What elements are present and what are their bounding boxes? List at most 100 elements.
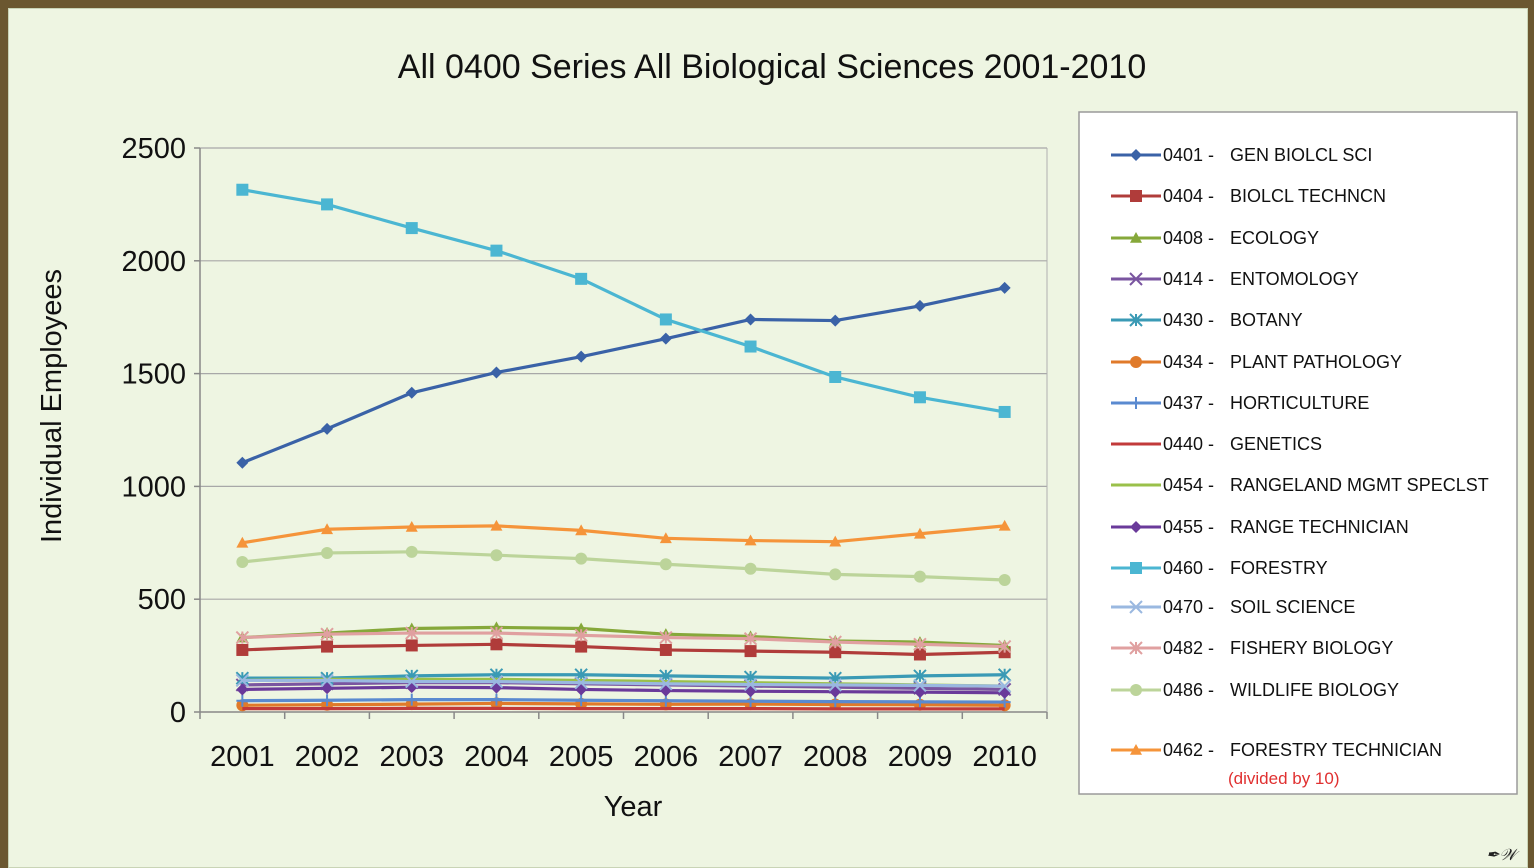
data-point <box>236 536 249 548</box>
series-line <box>242 625 1005 648</box>
y-axis-label: Individual Employees <box>36 269 68 543</box>
data-point <box>997 639 1012 654</box>
legend-marker <box>1130 684 1142 696</box>
data-point <box>235 673 250 688</box>
data-point <box>405 674 419 689</box>
data-point <box>913 669 927 683</box>
data-point <box>575 640 588 653</box>
data-point <box>744 562 757 575</box>
data-point <box>998 519 1011 531</box>
series-0470 <box>235 673 1012 693</box>
data-point <box>236 643 249 656</box>
legend-label: RANGE TECHNICIAN <box>1230 517 1409 537</box>
data-point <box>321 523 334 535</box>
legend-code: 0482 - <box>1163 638 1214 658</box>
y-tick-label: 2500 <box>121 133 186 165</box>
data-point <box>575 350 588 363</box>
series-line <box>242 550 1005 582</box>
data-point <box>405 693 418 706</box>
series-0401 <box>236 281 1011 469</box>
y-tick-label: 1500 <box>121 359 186 391</box>
legend-label: FORESTRY TECHNICIAN <box>1230 740 1442 760</box>
grid <box>200 147 1047 600</box>
data-point <box>997 679 1012 693</box>
data-point <box>405 639 418 652</box>
series-line <box>242 631 1005 649</box>
legend-entries: 0401 - GEN BIOLCL SCI 0404 - BIOLCL TECHNCN… <box>1111 145 1489 788</box>
legend <box>1078 111 1518 795</box>
legend-code: 0440 - <box>1163 434 1214 454</box>
legend-code: 0486 - <box>1163 680 1214 700</box>
legend-item: 0454 - RANGELAND MGMT SPECLST <box>1111 475 1489 495</box>
artist-signature: ✒𝒲 <box>1486 845 1520 864</box>
data-point <box>744 313 757 326</box>
legend-code: 0437 - <box>1163 393 1214 413</box>
series-0486 <box>236 545 1011 587</box>
data-point <box>235 630 250 645</box>
series-line <box>241 286 1005 465</box>
legend-code: 0434 - <box>1163 352 1214 372</box>
x-tick-label: 2006 <box>634 741 699 773</box>
legend-code: 0455 - <box>1163 517 1214 537</box>
data-point <box>320 673 334 688</box>
data-point <box>913 648 926 661</box>
data-point <box>913 678 927 693</box>
data-point <box>659 532 672 544</box>
x-tick-label: 2010 <box>972 741 1037 773</box>
x-tick-label: 2007 <box>718 741 783 773</box>
data-point <box>321 546 334 559</box>
data-point <box>743 631 758 646</box>
legend-code: 0462 - <box>1163 740 1214 760</box>
data-point <box>489 626 504 640</box>
series-line <box>242 524 1005 545</box>
data-point <box>490 549 503 562</box>
legend-label: ENTOMOLOGY <box>1230 269 1359 289</box>
legend-item: 0440 - GENETICS <box>1111 434 1322 454</box>
series-0482 <box>235 626 1012 654</box>
data-point <box>405 521 418 532</box>
series-line <box>242 697 1005 704</box>
data-point <box>236 555 249 568</box>
data-point <box>829 568 842 581</box>
data-point <box>489 674 504 689</box>
legend-marker <box>1130 232 1142 243</box>
data-point <box>998 405 1011 418</box>
data-point <box>744 534 757 546</box>
legend-item: 0455 - RANGE TECHNICIAN <box>1111 517 1409 537</box>
legend-item: 0460 - FORESTRY <box>1111 558 1328 578</box>
legend-item: 0462 - FORESTRY TECHNICIAN (divided by 10) <box>1111 740 1442 788</box>
legend-label: BIOLCL TECHNCN <box>1230 186 1386 206</box>
legend-label: FISHERY BIOLOGY <box>1230 638 1393 658</box>
data-point <box>997 668 1012 682</box>
legend-item: 0486 - WILDLIFE BIOLOGY <box>1111 680 1399 700</box>
x-tick-label: 2008 <box>803 741 868 773</box>
series-line <box>242 673 1005 680</box>
axes: 0 500 1000 1500 2000 2500 2001 2002 2003 2004 2005… <box>121 133 1048 773</box>
data-point <box>405 626 419 640</box>
legend-marker <box>1129 641 1143 655</box>
legend-marker <box>1129 313 1143 327</box>
chart: All 0400 Series All Biological Sciences … <box>36 48 1520 864</box>
legend-label: HORTICULTURE <box>1230 393 1369 413</box>
x-tick-label: 2005 <box>549 741 614 773</box>
data-point <box>998 281 1011 294</box>
data-point <box>913 299 926 312</box>
legend-item: 0437 - HORTICULTURE <box>1111 393 1369 413</box>
series-0462 <box>236 519 1011 548</box>
data-point <box>236 694 249 707</box>
data-point <box>744 645 757 658</box>
legend-label: WILDLIFE BIOLOGY <box>1230 680 1399 700</box>
data-point <box>320 627 334 641</box>
data-point <box>574 675 588 690</box>
series-layer <box>235 183 1012 712</box>
series-0437 <box>236 693 1011 709</box>
data-point <box>235 671 250 685</box>
data-point <box>828 678 842 692</box>
legend-label: RANGELAND MGMT SPECLST <box>1230 475 1489 495</box>
data-point <box>321 422 334 435</box>
data-point <box>913 570 926 583</box>
chart-title: All 0400 Series All Biological Sciences … <box>398 48 1146 86</box>
data-point <box>321 682 334 695</box>
legend-code: 0430 - <box>1163 310 1214 330</box>
